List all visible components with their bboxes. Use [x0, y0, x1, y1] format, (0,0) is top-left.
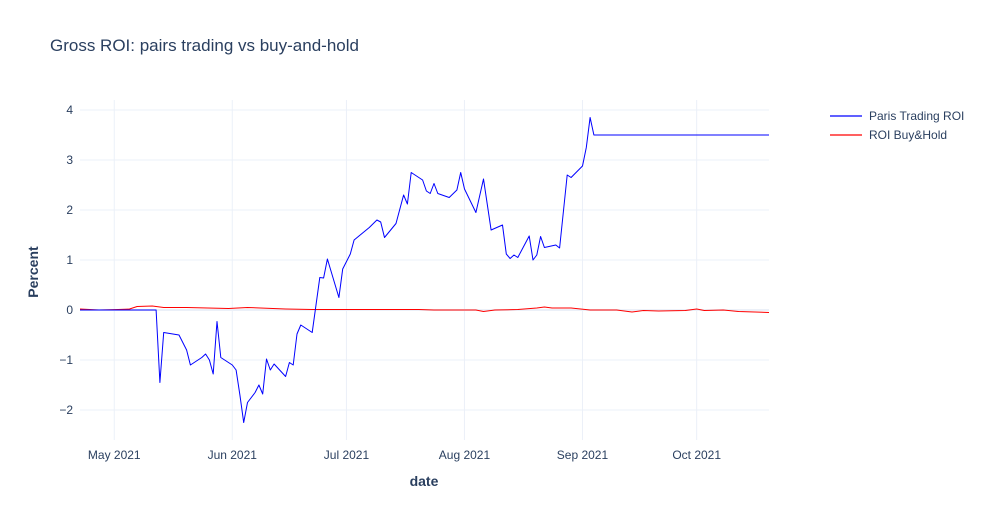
y-axis-ticks: −2 −1 0 1 2 3 4	[59, 103, 73, 417]
x-tick-label: Aug 2021	[439, 448, 491, 462]
legend[interactable]: Paris Trading ROI ROI Buy&Hold	[830, 109, 964, 142]
y-tick-label: 0	[66, 303, 73, 317]
x-tick-label: Oct 2021	[672, 448, 721, 462]
y-axis-title: Percent	[25, 246, 41, 298]
legend-label-paris-trading-roi: Paris Trading ROI	[869, 109, 964, 123]
y-tick-label: 4	[66, 103, 73, 117]
y-tick-label: 1	[66, 253, 73, 267]
legend-item-roi-buy-and-hold[interactable]: ROI Buy&Hold	[830, 128, 947, 142]
x-axis-ticks: May 2021 Jun 2021 Jul 2021 Aug 2021 Sep 2021…	[88, 448, 721, 462]
x-tick-label: Jun 2021	[208, 448, 258, 462]
y-tick-label: 3	[66, 153, 73, 167]
x-tick-label: Jul 2021	[324, 448, 370, 462]
legend-item-paris-trading-roi[interactable]: Paris Trading ROI	[830, 109, 964, 123]
chart-title: Gross ROI: pairs trading vs buy-and-hold	[50, 36, 359, 55]
series-line-roi-buy-and-hold[interactable]	[79, 305, 770, 313]
y-tick-label: −2	[59, 403, 73, 417]
y-tick-label: 2	[66, 203, 73, 217]
series-line-paris-trading-roi[interactable]	[80, 117, 769, 423]
x-tick-label: Sep 2021	[557, 448, 609, 462]
x-tick-label: May 2021	[88, 448, 141, 462]
x-axis-title: date	[410, 473, 439, 489]
legend-label-roi-buy-and-hold: ROI Buy&Hold	[869, 128, 947, 142]
series-layer	[79, 117, 770, 423]
y-tick-label: −1	[59, 353, 73, 367]
